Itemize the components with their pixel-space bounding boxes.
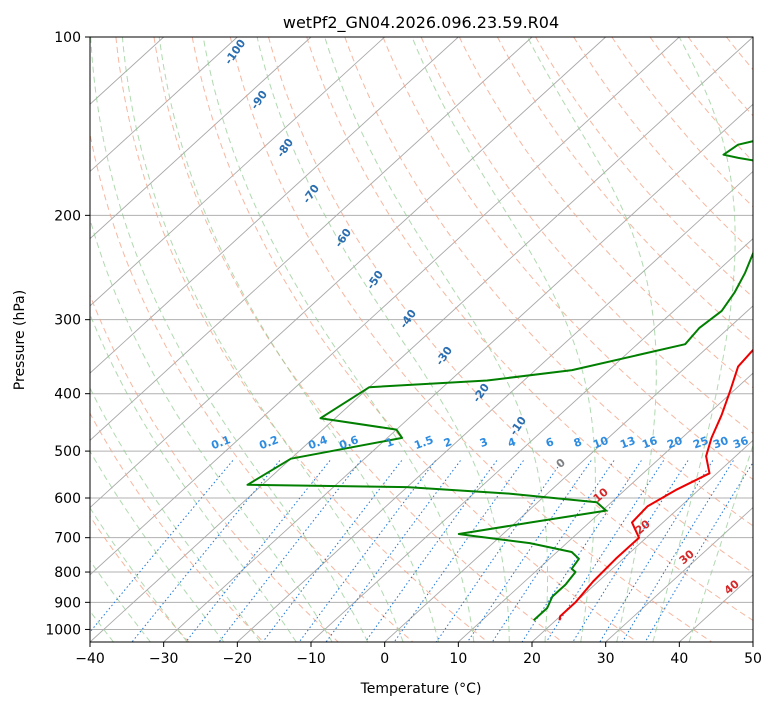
y-axis-ticks: 100 200 300 400 500 600 700 800 900 1000: [45, 30, 90, 638]
x-tick-label: 0: [380, 651, 389, 667]
y-tick-label: 1000: [45, 622, 81, 638]
x-tick-label: −10: [296, 651, 326, 667]
x-tick-label: 30: [597, 651, 615, 667]
x-tick-label: −40: [75, 651, 105, 667]
x-tick-label: 10: [449, 651, 467, 667]
isotherm-line: [753, 37, 775, 642]
y-tick-label: 300: [54, 313, 81, 329]
y-tick-label: 200: [54, 208, 81, 224]
y-tick-label: 800: [54, 565, 81, 581]
y-tick-label: 400: [54, 387, 81, 403]
x-tick-label: −30: [149, 651, 179, 667]
x-axis-ticks: −40 −30 −20 −10 0 10 20 30 40 50: [75, 642, 762, 667]
y-tick-label: 900: [54, 595, 81, 611]
dry-adiabat-line: [765, 37, 775, 642]
y-axis-label: Pressure (hPa): [12, 290, 28, 390]
x-tick-label: −20: [223, 651, 253, 667]
chart-title: wetPf2_GN04.2026.096.23.59.R04: [283, 13, 559, 33]
y-tick-label: 500: [54, 444, 81, 460]
y-tick-label: 100: [54, 30, 81, 46]
x-tick-label: 20: [523, 651, 541, 667]
x-tick-label: 50: [744, 651, 762, 667]
y-tick-label: 600: [54, 491, 81, 507]
y-tick-label: 700: [54, 531, 81, 547]
x-axis-label: Temperature (°C): [360, 681, 482, 697]
x-tick-label: 40: [670, 651, 688, 667]
